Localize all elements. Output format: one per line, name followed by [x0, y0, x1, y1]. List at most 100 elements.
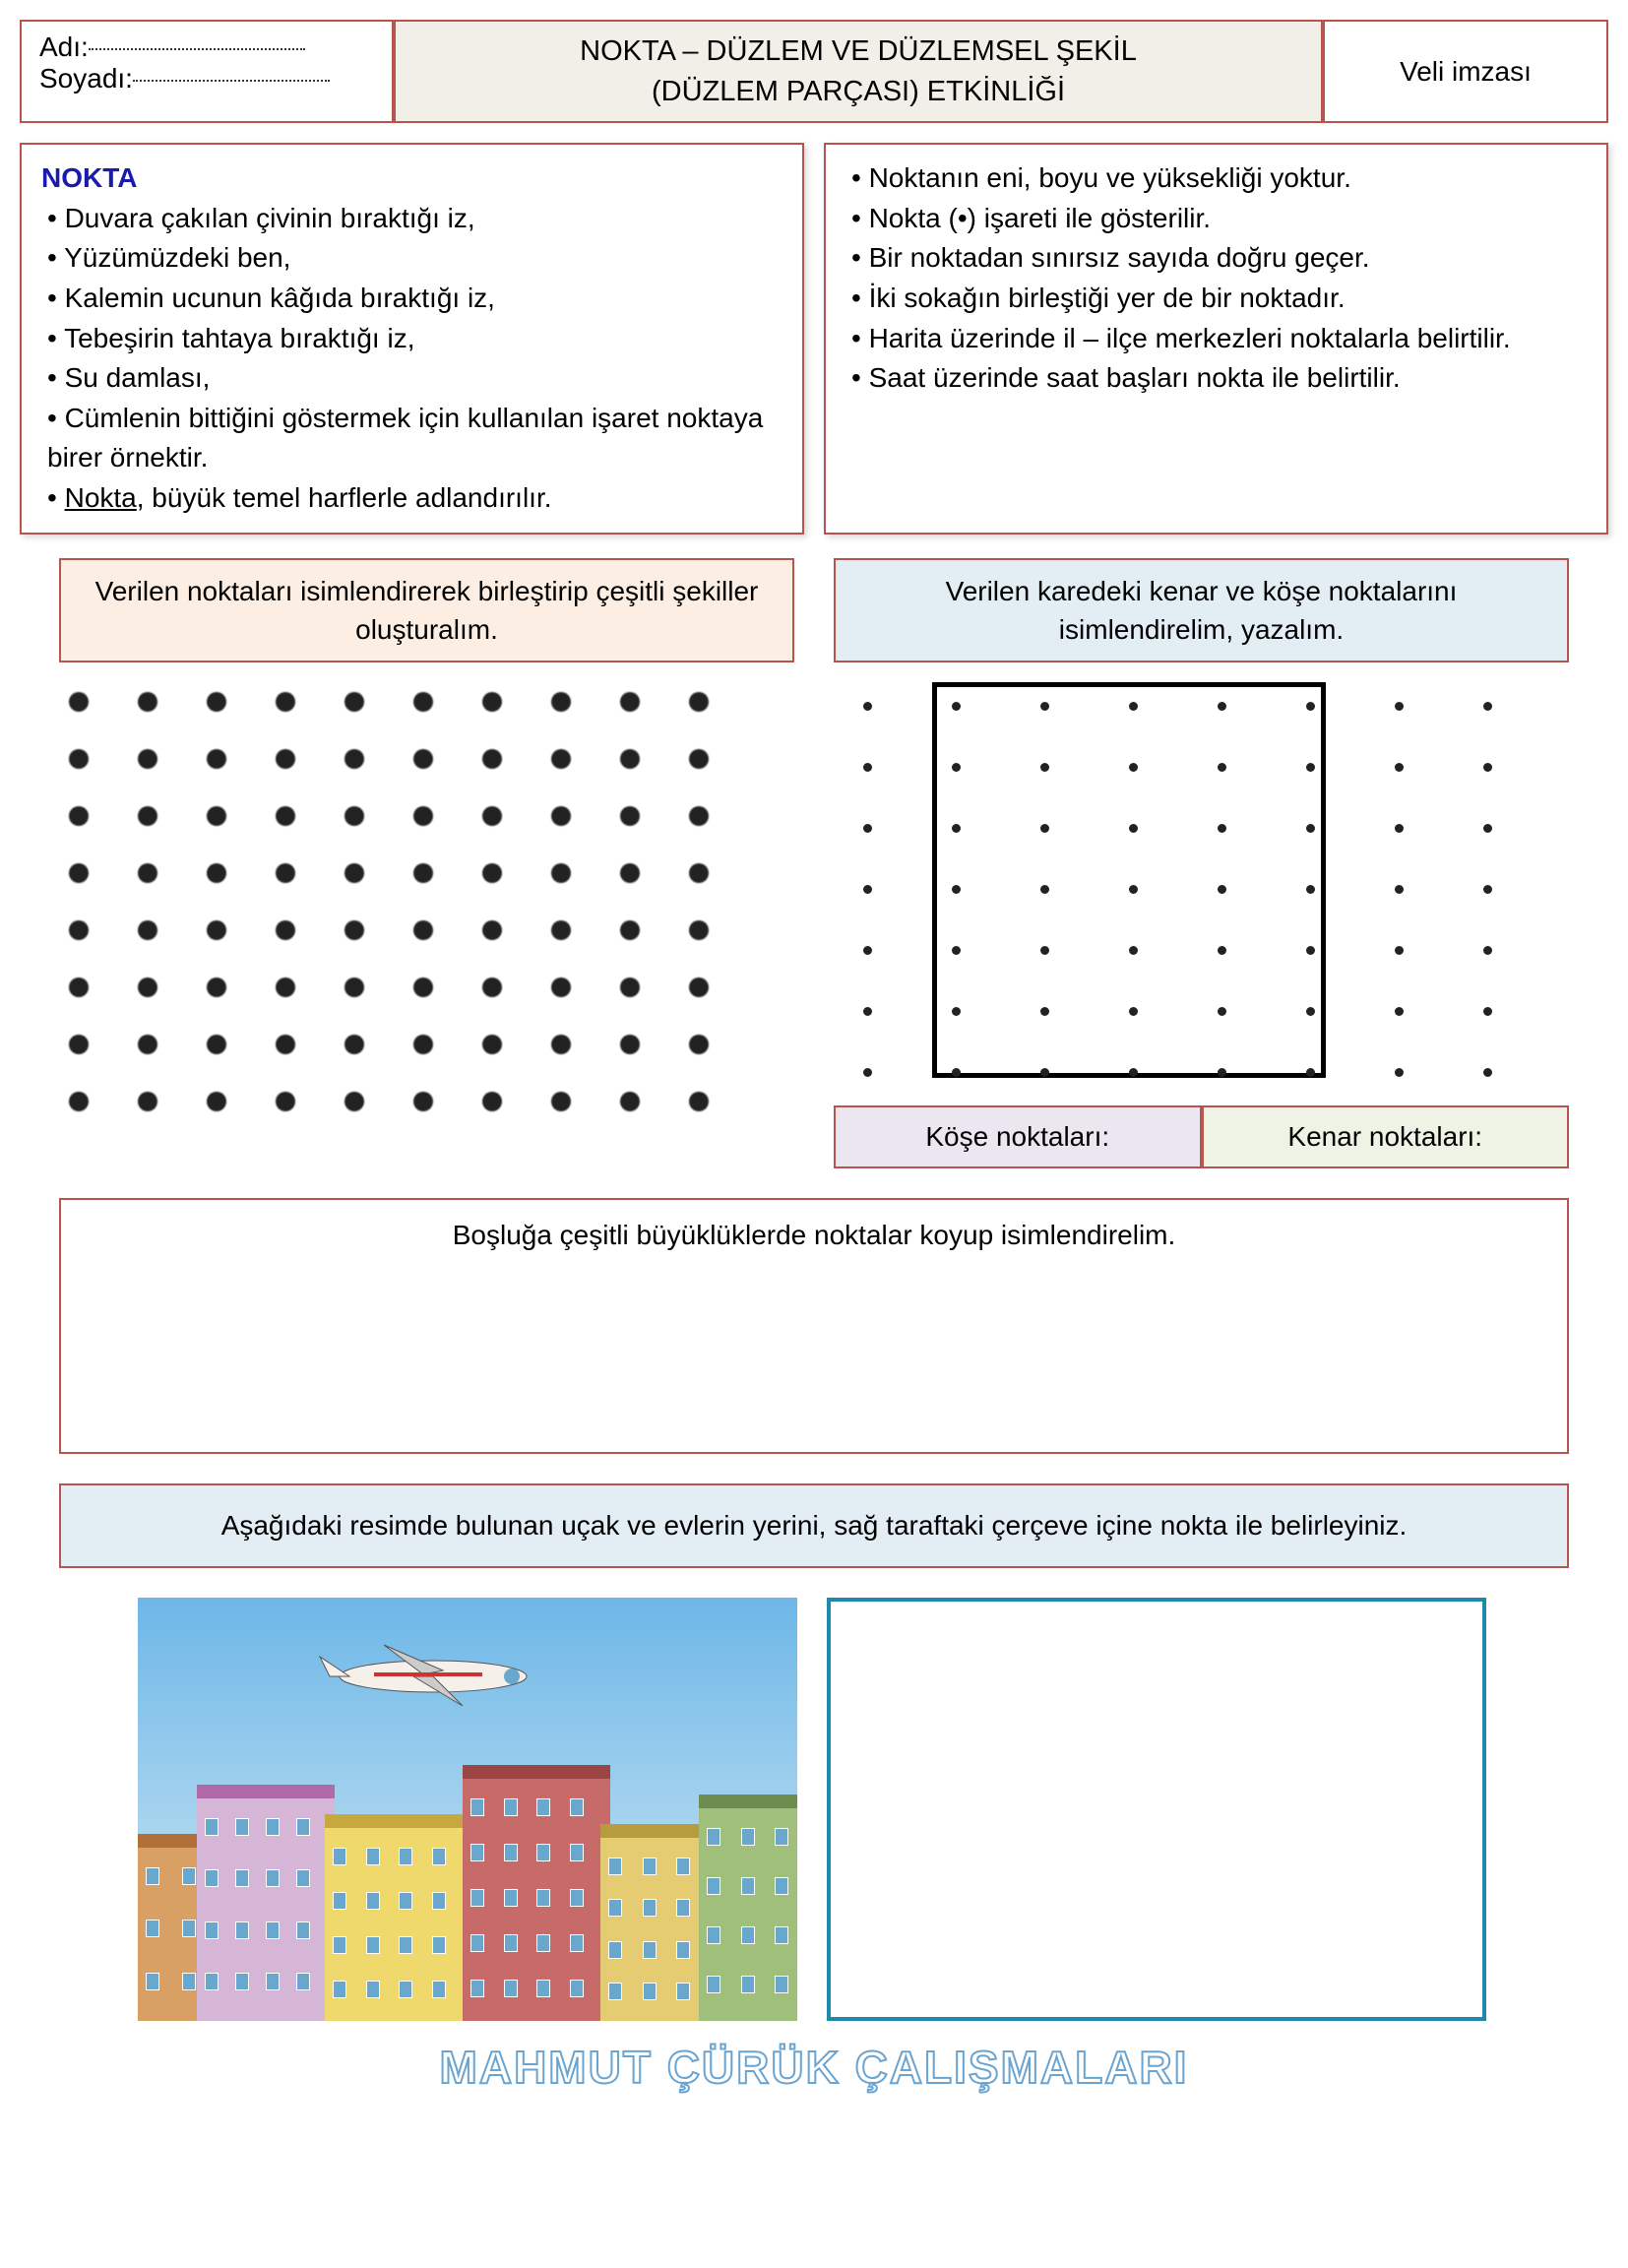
grid-dot: [551, 977, 571, 997]
dot-grid-right[interactable]: [834, 682, 1542, 1096]
grid-dot: [1395, 1068, 1404, 1077]
info-row: NOKTA • Duvara çakılan çivinin bıraktığı…: [20, 143, 1608, 534]
grid-dot: [344, 1035, 364, 1054]
name-line: Adı:: [39, 32, 374, 63]
grid-dot: [207, 692, 226, 712]
grid-dot: [138, 977, 157, 997]
name-blank[interactable]: [89, 48, 305, 50]
info-left-item: • Duvara çakılan çivinin bıraktığı iz,: [47, 199, 783, 239]
grid-dot: [207, 749, 226, 769]
grid-dot: [69, 863, 89, 883]
info-left-item: • Kalemin ucunun kâğıda bıraktığı iz,: [47, 279, 783, 319]
grid-dot: [1040, 702, 1049, 711]
grid-dot: [1040, 1007, 1049, 1016]
grid-dot: [689, 1035, 709, 1054]
grid-dot: [1395, 824, 1404, 833]
grid-dot: [1129, 885, 1138, 894]
info-left-item: • Su damlası,: [47, 358, 783, 399]
free-dots-box[interactable]: Boşluğa çeşitli büyüklüklerde noktalar k…: [59, 1198, 1569, 1454]
grid-dot: [1040, 946, 1049, 955]
parent-signature-box[interactable]: Veli imzası: [1323, 20, 1608, 123]
grid-dot: [276, 749, 295, 769]
grid-dot: [551, 1092, 571, 1111]
grid-dot: [863, 702, 872, 711]
closing-underline: Nokta: [65, 482, 137, 513]
grid-dot: [1218, 824, 1226, 833]
grid-dot: [207, 806, 226, 826]
grid-dot: [1218, 1068, 1226, 1077]
plane-icon: [315, 1637, 541, 1706]
grid-dot: [482, 977, 502, 997]
grid-dot: [413, 692, 433, 712]
grid-dot: [138, 1035, 157, 1054]
building: [463, 1765, 610, 2021]
grid-dot: [1483, 946, 1492, 955]
grid-dot: [1306, 946, 1315, 955]
grid-dot: [1218, 702, 1226, 711]
grid-dot: [138, 920, 157, 940]
dot-grid-left[interactable]: [59, 682, 748, 1135]
grid-dot: [1040, 1068, 1049, 1077]
surname-blank[interactable]: [133, 80, 330, 82]
grid-dot: [69, 1035, 89, 1054]
grid-dot: [620, 806, 640, 826]
grid-dot: [863, 1007, 872, 1016]
grid-dot: [69, 749, 89, 769]
grid-dot: [952, 824, 961, 833]
corner-points-box[interactable]: Köşe noktaları:: [834, 1105, 1202, 1168]
grid-dot: [344, 1092, 364, 1111]
info-left-title: NOKTA: [41, 158, 783, 199]
info-right: • Noktanın eni, boyu ve yüksekliği yoktu…: [824, 143, 1608, 534]
grid-dot: [413, 863, 433, 883]
grid-dot: [138, 749, 157, 769]
grid-dot: [344, 749, 364, 769]
grid-dot: [1483, 824, 1492, 833]
grid-dot: [689, 692, 709, 712]
edge-points-box[interactable]: Kenar noktaları:: [1202, 1105, 1570, 1168]
header-row: Adı: Soyadı: NOKTA – DÜZLEM VE DÜZLEMSEL…: [20, 20, 1608, 123]
grid-dot: [1306, 885, 1315, 894]
grid-dot: [952, 946, 961, 955]
grid-dot: [952, 1068, 961, 1077]
grid-dot: [344, 863, 364, 883]
grid-dot: [952, 702, 961, 711]
activity-right: Verilen karedeki kenar ve köşe noktaları…: [834, 558, 1569, 1168]
grid-dot: [482, 863, 502, 883]
grid-dot: [207, 977, 226, 997]
grid-dot: [1040, 885, 1049, 894]
grid-dot: [1306, 702, 1315, 711]
grid-dot: [1483, 763, 1492, 772]
grid-dot: [1483, 702, 1492, 711]
name-fields: Adı: Soyadı:: [20, 20, 394, 123]
grid-dot: [863, 1068, 872, 1077]
grid-dot: [551, 749, 571, 769]
grid-dot: [689, 920, 709, 940]
info-left: NOKTA • Duvara çakılan çivinin bıraktığı…: [20, 143, 804, 534]
grid-dot: [482, 806, 502, 826]
grid-dot: [482, 692, 502, 712]
grid-dot: [620, 692, 640, 712]
grid-dot: [551, 863, 571, 883]
info-left-closing: • Nokta, büyük temel harflerle adlandırı…: [47, 478, 783, 519]
grid-dot: [413, 749, 433, 769]
grid-dot: [69, 692, 89, 712]
grid-dot: [551, 920, 571, 940]
grid-dot: [413, 1092, 433, 1111]
title-line2: (DÜZLEM PARÇASI) ETKİNLİĞİ: [413, 72, 1303, 112]
grid-dot: [344, 920, 364, 940]
grid-dot: [344, 806, 364, 826]
scene-buildings: [138, 1873, 797, 2021]
grid-dot: [1306, 1068, 1315, 1077]
closing-rest: , büyük temel harflerle adlandırılır.: [137, 482, 552, 513]
grid-dot: [413, 920, 433, 940]
info-right-item: • Bir noktadan sınırsız sayıda doğru geç…: [851, 238, 1587, 279]
grid-dot: [207, 920, 226, 940]
grid-dot: [276, 1092, 295, 1111]
answer-frame[interactable]: [827, 1598, 1486, 2021]
signature-label: Veli imzası: [1400, 56, 1532, 88]
building: [699, 1795, 797, 2021]
title-line1: NOKTA – DÜZLEM VE DÜZLEMSEL ŞEKİL: [413, 32, 1303, 72]
grid-dot: [276, 920, 295, 940]
info-left-item: • Cümlenin bittiğini göstermek için kull…: [47, 399, 783, 478]
grid-dot: [620, 977, 640, 997]
